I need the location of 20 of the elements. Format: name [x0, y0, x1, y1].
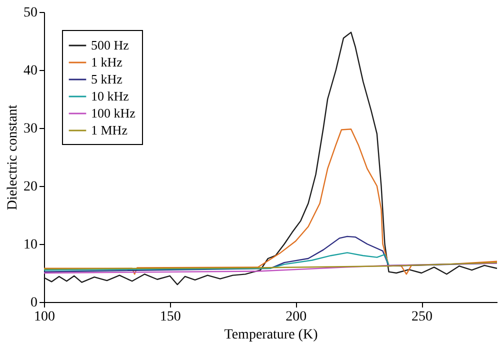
y-axis-title: Dielectric constant	[6, 104, 20, 210]
x-tick-label: 150	[160, 310, 181, 324]
legend-label: 1 kHz	[91, 54, 123, 70]
legend-label: 500 Hz	[91, 38, 130, 52]
x-axis-title: Temperature (K)	[224, 328, 318, 342]
line-series	[43, 32, 498, 286]
y-tick-label: 0	[30, 296, 38, 310]
legend-label: 5 kHz	[91, 72, 123, 86]
y-tick-label: 10	[24, 238, 38, 252]
legend-label: 1 MHz	[91, 122, 128, 138]
y-tick-label: 50	[24, 6, 38, 20]
x-tick-label: 100	[34, 310, 55, 324]
y-tick-label: 20	[24, 180, 38, 194]
y-tick-label: 30	[24, 122, 38, 136]
x-tick-label: 250	[412, 310, 432, 324]
line-series	[43, 262, 498, 270]
y-tick-label: 40	[24, 64, 38, 78]
legend-label: 100 kHz	[91, 106, 136, 120]
legend-label: 10 kHz	[91, 88, 130, 104]
x-tick-label: 200	[286, 310, 307, 324]
